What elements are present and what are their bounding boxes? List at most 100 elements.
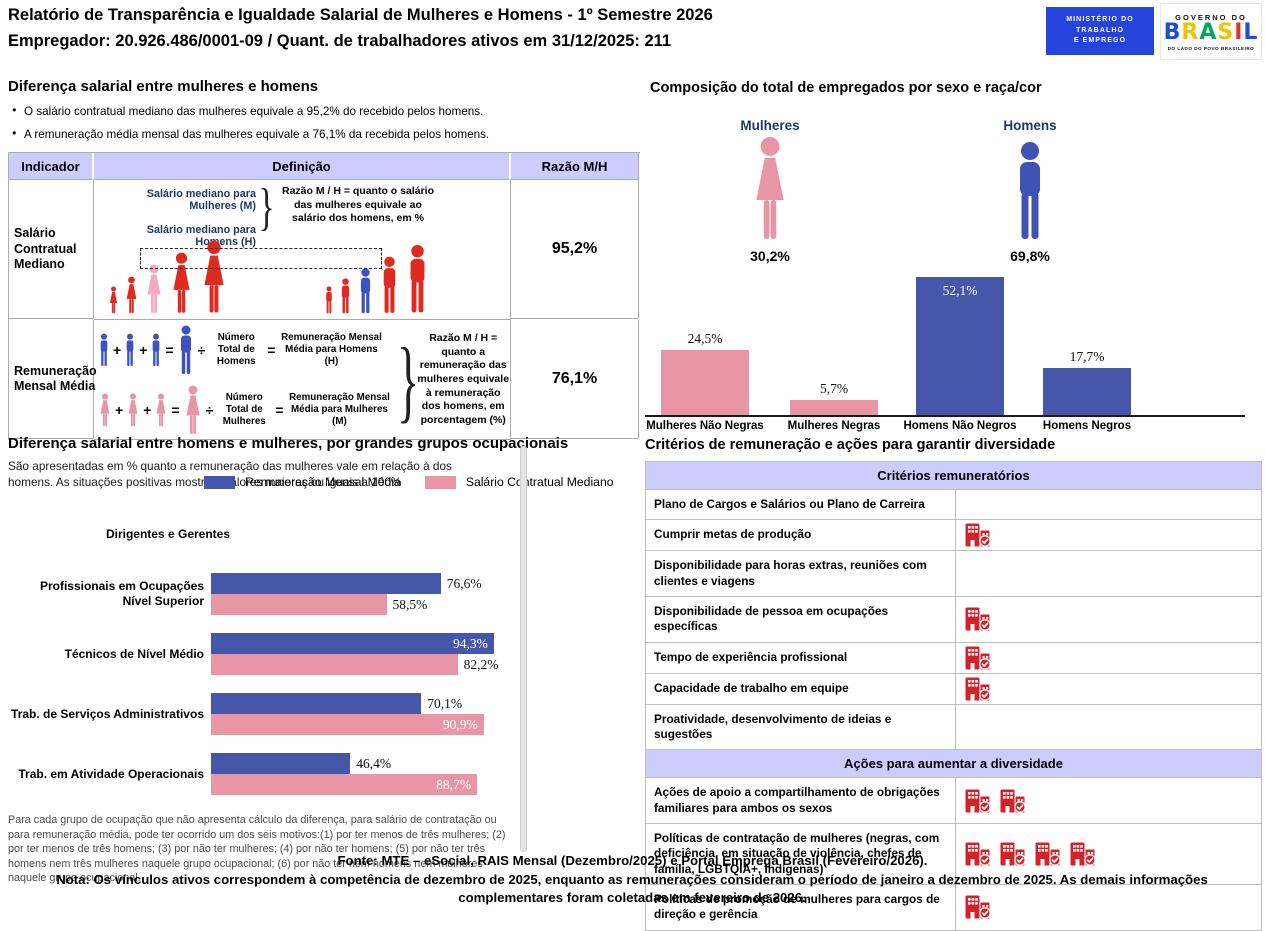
governo-do-label: GOVERNO DO: [1175, 12, 1247, 22]
bar-homens-nao-negros: [916, 276, 1004, 415]
occ-category-label: Dirigentes e Gerentes: [105, 526, 231, 541]
occ-category-label: Trab. de Serviços Administrativos: [11, 706, 204, 721]
man-figure-icon-large: [177, 325, 195, 375]
section-header-acoes: Ações para aumentar a diversidade: [646, 750, 1261, 779]
bar-salario-mediano: [211, 594, 387, 616]
category-label: Homens Não Negros: [903, 420, 1017, 432]
category-label: Mulheres Negras: [787, 420, 881, 432]
median-man-figure-icon: [357, 268, 374, 314]
bar-column-mulheres-negras: 5,7%: [790, 381, 878, 415]
bar-value-label: 90,9%: [442, 716, 478, 732]
legend-swatch-blue: [204, 475, 235, 489]
bar-remuneracao-media: [211, 753, 351, 775]
mte-logo-line1: MINISTÉRIO DO: [1066, 15, 1134, 23]
bar-value-label: 46,4%: [356, 755, 392, 771]
man-figure-icon: [124, 333, 136, 367]
indicator-remuneracao-media: Remuneração Mensal Média: [9, 320, 97, 440]
ratio-value-median: 95,2%: [511, 180, 639, 320]
bar-salario-mediano: 90,9%: [211, 714, 484, 736]
table-row: Plano de Cargos e Salários ou Plano de C…: [646, 490, 1261, 521]
table-row: Proatividade, desenvolvimento de ideias …: [646, 704, 1261, 751]
salary-difference-heading: Diferença salarial entre mulheres e home…: [8, 78, 319, 95]
col-header-razao: Razão M/H: [511, 153, 639, 181]
col-header-definicao: Definição: [94, 153, 511, 181]
woman-figure-icon: [98, 393, 112, 427]
bar-value-label: 52,1%: [942, 282, 978, 298]
bullet-median-salary: O salário contratual mediano das mulhere…: [8, 104, 640, 119]
scrollbar[interactable]: [520, 446, 527, 852]
large-woman-icon: [749, 136, 791, 241]
company-check-icon: [1035, 842, 1061, 866]
icon-cell: [956, 824, 1261, 884]
occ-group-atividade-operacionais: Trab. em Atividade Operacionais 46,4% 88…: [8, 744, 640, 804]
bar-column-mulheres-nao-negras: 24,5%: [661, 331, 749, 415]
table-row: Tempo de experiência profissional: [646, 642, 1261, 674]
brace-glyph: }: [397, 328, 420, 431]
occ-group-dirigentes: Dirigentes e Gerentes: [8, 504, 640, 564]
company-check-icon: [965, 789, 991, 813]
icon-cell: [956, 597, 1261, 642]
median-dashed-box: [140, 248, 382, 270]
occ-category-label: Trab. em Atividade Operacionais: [18, 766, 204, 781]
icon-cell: [956, 643, 1261, 673]
men-total-label: Número Total de Homens: [216, 332, 256, 367]
median-figures-diagram: [94, 244, 511, 316]
indicator-salario-mediano: Salário Contratual Mediano: [9, 180, 94, 320]
icon-cell: [956, 551, 1261, 596]
median-ratio-note: Razão M / H = quanto o salário das mulhe…: [282, 185, 434, 224]
category-label: Mulheres Não Negras: [646, 420, 764, 432]
legend-label-remuneracao: Remuneração Mensal Média: [245, 475, 401, 489]
company-check-icon: [965, 842, 991, 866]
man-figure-icon: [98, 333, 110, 367]
page-title: Relatório de Transparência e Igualdade S…: [8, 6, 713, 24]
company-check-icon: [965, 646, 991, 670]
woman-figure-icon: [154, 393, 168, 427]
bar-remuneracao-media: [211, 693, 422, 715]
definition-remuneracao-media: + + = ÷ Número Total de Homens = Remuner…: [94, 320, 511, 441]
icon-cell: [956, 520, 1261, 550]
company-check-icon: [965, 523, 991, 548]
man-figure-icon: [379, 256, 400, 314]
women-average-label: Remuneração Mensal Média para Mulheres (…: [289, 392, 390, 427]
company-check-icon: [1000, 789, 1026, 813]
salary-difference-section: Diferença salarial entre mulheres e home…: [8, 78, 640, 441]
icon-cell: [956, 674, 1261, 704]
occ-group-profissionais: Profissionais em Ocupações Nível Superio…: [8, 564, 640, 624]
bar-value-label: 94,3%: [453, 635, 488, 651]
large-man-icon: [1012, 141, 1048, 241]
average-ratio-note: Razão M / H = quanto a remuneração das m…: [417, 332, 510, 426]
occ-group-tecnicos: Técnicos de Nível Médio 94,3% 82,2%: [8, 624, 640, 684]
bullet-average-pay: A remuneração média mensal das mulheres …: [8, 127, 640, 142]
mte-logo-line2: TRABALHO: [1075, 26, 1125, 34]
bar-value-label: 24,5%: [687, 331, 723, 347]
man-figure-icon: [150, 333, 162, 367]
composition-bar-chart: 24,5% 5,7% 52,1% 17,7%: [645, 270, 1245, 417]
bar-value-label: 70,1%: [427, 695, 463, 711]
category-label: Homens Negros: [1042, 420, 1132, 432]
bar-column-homens-negros: 17,7%: [1043, 349, 1131, 415]
legend-label-salario: Salário Contratual Mediano: [465, 475, 614, 489]
bar-value-label: 76,6%: [446, 575, 482, 591]
col-header-indicador: Indicador: [9, 153, 94, 181]
salary-bullets: O salário contratual mediano das mulhere…: [8, 104, 640, 142]
bar-value-label: 58,5%: [392, 596, 428, 612]
section-header-criterios: Critérios remuneratórios: [646, 462, 1261, 490]
composition-heading: Composição do total de empregados por se…: [650, 80, 1042, 96]
men-percentage: 69,8%: [1010, 248, 1050, 264]
governo-brasil-logo: GOVERNO DO BRASIL DO LADO DO POVO BRASIL…: [1160, 3, 1262, 60]
women-group-label: Mulheres: [740, 118, 800, 133]
brasil-slogan: DO LADO DO POVO BRASILEIRO: [1167, 45, 1255, 51]
bar-mulheres-nao-negras: [661, 350, 749, 415]
occupational-bar-chart: Dirigentes e Gerentes Profissionais em O…: [8, 504, 640, 804]
bar-value-label: 17,7%: [1069, 349, 1105, 365]
occ-category-label: Técnicos de Nível Médio: [64, 646, 204, 661]
table-row: Cumprir metas de produção: [646, 520, 1261, 552]
men-group-label: Homens: [1003, 118, 1057, 133]
mte-logo-line3: E EMPREGO: [1073, 37, 1127, 45]
occupational-section: Diferença salarial entre homens e mulher…: [8, 435, 640, 886]
man-figure-icon: [339, 278, 352, 314]
indicator-table: Indicador Definição Razão M/H Salário Co…: [8, 152, 640, 441]
women-average-formula: + + = ÷ Número Total de Mulheres = Remun…: [98, 385, 392, 435]
company-check-icon: [1070, 842, 1096, 866]
women-total-label: Número Total de Mulheres: [222, 392, 266, 427]
